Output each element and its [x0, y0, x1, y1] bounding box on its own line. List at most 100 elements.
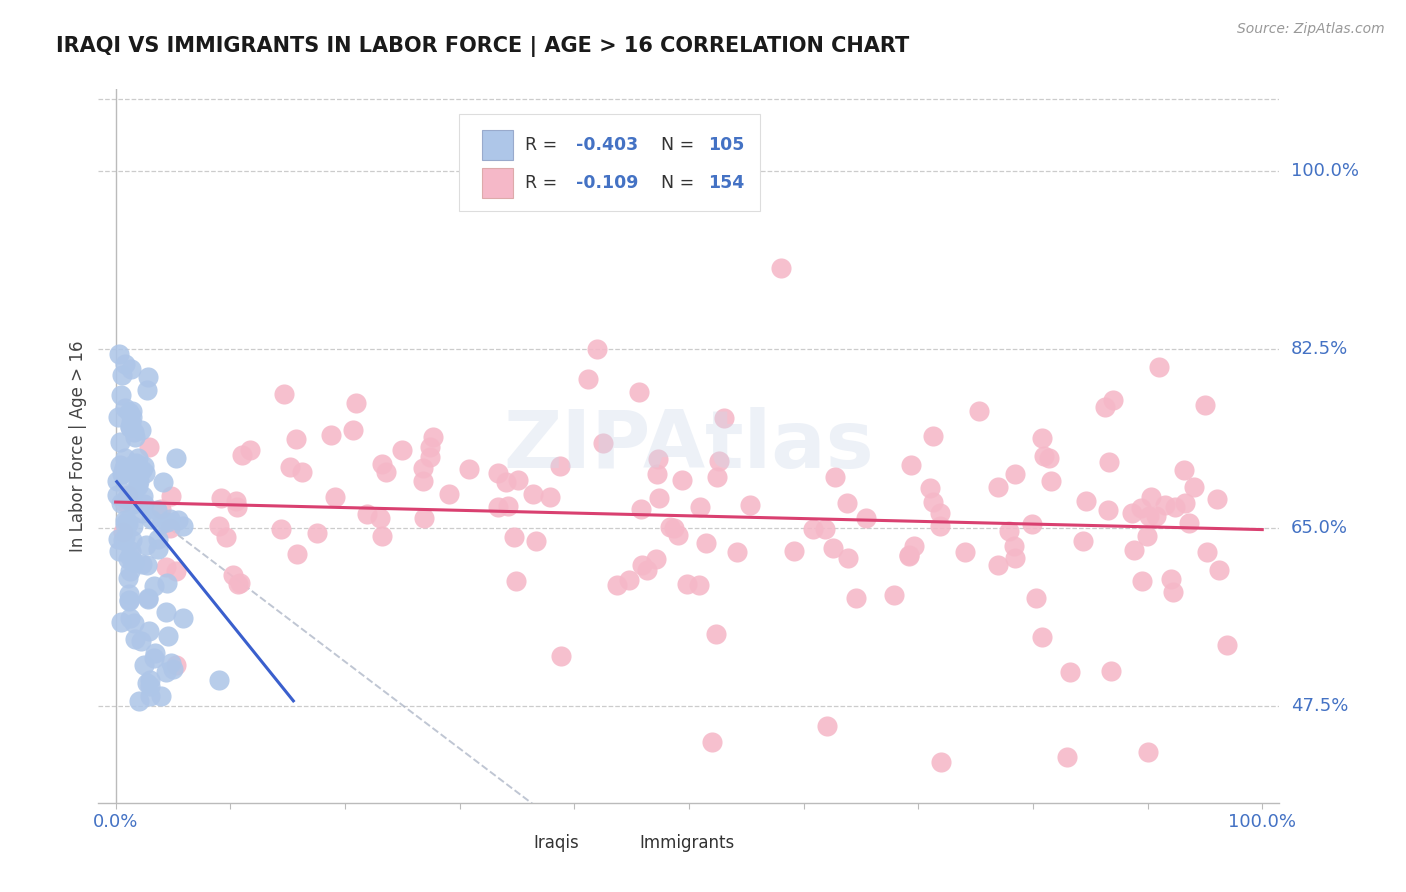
Point	[488, 500, 510, 514]
Point	[172, 611, 194, 625]
Point	[495, 475, 517, 490]
Point	[538, 490, 561, 504]
Point	[115, 491, 138, 506]
Point	[1208, 563, 1230, 577]
Point	[918, 481, 941, 495]
Point	[149, 516, 172, 531]
FancyBboxPatch shape	[605, 830, 634, 855]
Point	[208, 519, 231, 533]
Point	[124, 632, 146, 646]
Point	[155, 665, 177, 679]
Point	[648, 491, 671, 505]
Point	[713, 411, 735, 425]
Point	[903, 539, 925, 553]
Point	[823, 541, 845, 555]
Point	[967, 404, 990, 418]
Point	[121, 487, 143, 501]
Point	[120, 420, 142, 434]
Point	[114, 358, 136, 372]
Point	[644, 551, 666, 566]
Point	[1164, 500, 1187, 514]
Point	[412, 460, 434, 475]
Point	[1025, 591, 1047, 605]
Text: 47.5%: 47.5%	[1291, 697, 1348, 715]
Point	[148, 541, 170, 556]
Point	[165, 451, 187, 466]
Point	[900, 458, 922, 473]
Point	[321, 428, 343, 442]
Point	[987, 480, 1010, 494]
Point	[118, 564, 141, 578]
Point	[105, 474, 128, 488]
Point	[1097, 503, 1119, 517]
Point	[152, 475, 174, 489]
Point	[391, 442, 413, 457]
Point	[139, 673, 162, 688]
Text: N =: N =	[661, 174, 699, 192]
Point	[280, 460, 302, 475]
Text: Source: ZipAtlas.com: Source: ZipAtlas.com	[1237, 22, 1385, 37]
Point	[662, 521, 685, 535]
Text: -0.109: -0.109	[575, 174, 638, 192]
Point	[270, 522, 292, 536]
Point	[115, 514, 138, 528]
Point	[107, 410, 129, 425]
Point	[127, 451, 149, 466]
Point	[1130, 574, 1153, 588]
Point	[922, 495, 945, 509]
Point	[162, 662, 184, 676]
Point	[550, 648, 572, 663]
Point	[160, 656, 183, 670]
Point	[135, 558, 157, 573]
Point	[815, 719, 838, 733]
Point	[122, 425, 145, 439]
Point	[457, 461, 479, 475]
Point	[132, 489, 155, 503]
Point	[143, 650, 166, 665]
Point	[997, 524, 1019, 538]
Point	[413, 510, 436, 524]
Point	[131, 507, 153, 521]
Point	[1039, 474, 1062, 488]
Point	[630, 558, 652, 573]
Point	[1137, 508, 1160, 523]
Point	[135, 538, 157, 552]
Point	[675, 577, 697, 591]
Point	[114, 401, 136, 415]
Point	[1004, 551, 1026, 566]
Point	[695, 536, 717, 550]
Point	[117, 487, 139, 501]
Point	[159, 512, 181, 526]
Point	[1178, 516, 1201, 531]
Point	[706, 470, 728, 484]
Point	[124, 482, 146, 496]
Point	[239, 443, 262, 458]
Point	[117, 405, 139, 419]
Point	[929, 507, 952, 521]
Text: R =: R =	[524, 174, 562, 192]
Point	[1205, 492, 1227, 507]
Point	[1136, 528, 1159, 542]
Point	[122, 457, 145, 471]
Point	[704, 626, 727, 640]
Text: -0.403: -0.403	[575, 136, 638, 153]
Point	[486, 466, 509, 480]
Point	[108, 435, 131, 450]
Point	[110, 615, 132, 630]
Point	[121, 496, 143, 510]
Point	[120, 550, 142, 565]
Point	[273, 387, 295, 401]
Point	[1140, 490, 1163, 504]
Point	[668, 528, 690, 542]
Point	[855, 511, 877, 525]
Point	[824, 470, 846, 484]
Point	[146, 532, 169, 546]
Point	[108, 347, 131, 361]
Point	[114, 450, 136, 465]
Point	[120, 420, 142, 434]
Point	[1031, 630, 1053, 644]
Point	[1099, 664, 1122, 678]
Point	[508, 474, 530, 488]
Point	[305, 526, 328, 541]
Point	[630, 502, 652, 516]
